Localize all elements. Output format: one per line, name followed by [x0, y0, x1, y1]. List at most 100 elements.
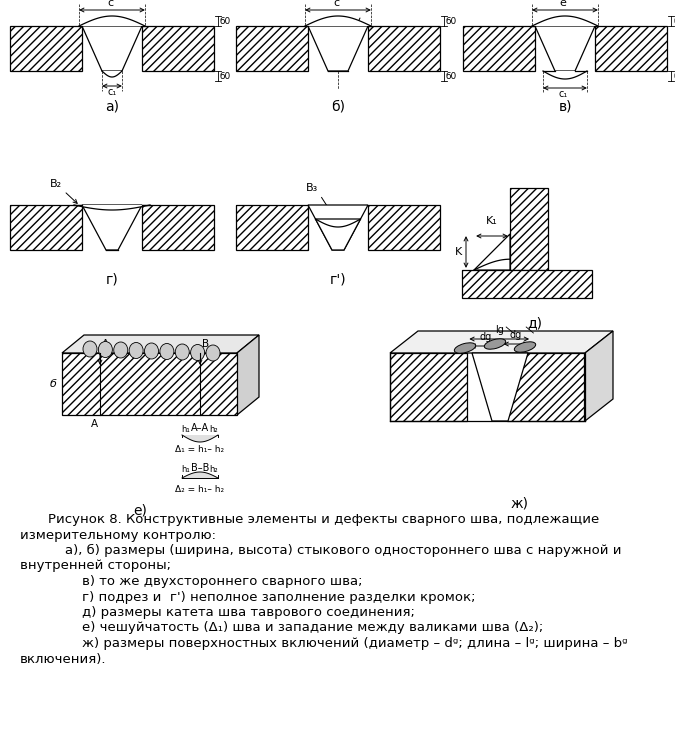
Polygon shape — [472, 353, 528, 421]
Bar — [463, 26, 535, 71]
Text: б0: б0 — [446, 17, 457, 26]
Bar — [236, 26, 308, 71]
Ellipse shape — [206, 345, 220, 361]
Bar — [462, 270, 592, 298]
Text: K₁: K₁ — [486, 216, 498, 226]
Bar — [142, 205, 214, 250]
Bar — [62, 353, 237, 415]
Bar — [142, 26, 214, 71]
Text: K: K — [455, 247, 462, 257]
Text: б0: б0 — [673, 17, 675, 26]
Polygon shape — [82, 205, 142, 250]
Bar — [236, 26, 308, 71]
Ellipse shape — [176, 344, 189, 360]
Bar — [463, 26, 535, 71]
Text: в) то же двухстороннего сварного шва;: в) то же двухстороннего сварного шва; — [48, 575, 362, 588]
Bar — [595, 26, 667, 71]
Polygon shape — [474, 234, 510, 270]
Polygon shape — [62, 335, 259, 353]
Text: б: б — [50, 379, 57, 389]
Text: h₂: h₂ — [210, 465, 218, 474]
Text: б0: б0 — [220, 72, 232, 81]
Ellipse shape — [160, 343, 174, 359]
Text: а), б) размеры (ширина, высота) стыкового одностороннего шва с наружной и: а), б) размеры (ширина, высота) стыковог… — [48, 544, 622, 557]
Polygon shape — [82, 26, 142, 71]
Text: ж) размеры поверхностных включений (диаметр – dᵍ; длина – lᵍ; ширина – bᵍ: ж) размеры поверхностных включений (диам… — [48, 637, 628, 650]
Text: г'): г') — [329, 272, 346, 286]
Bar — [10, 26, 82, 71]
Bar — [507, 353, 584, 421]
Text: б0: б0 — [220, 17, 232, 26]
Text: dg: dg — [479, 332, 491, 342]
Polygon shape — [390, 331, 613, 353]
Bar — [142, 26, 214, 71]
Text: ж): ж) — [511, 496, 529, 510]
Text: д) размеры катета шва таврового соединения;: д) размеры катета шва таврового соединен… — [48, 606, 415, 619]
Polygon shape — [237, 335, 259, 415]
Text: c: c — [333, 0, 339, 8]
Polygon shape — [308, 26, 368, 71]
Bar — [236, 205, 308, 250]
Ellipse shape — [83, 341, 97, 357]
Text: б): б) — [331, 99, 345, 113]
Text: lg: lg — [495, 325, 504, 335]
Ellipse shape — [454, 343, 476, 353]
Text: е): е) — [133, 503, 147, 517]
Text: а): а) — [105, 99, 119, 113]
Polygon shape — [535, 26, 595, 71]
Bar — [368, 205, 440, 250]
Text: внутренней стороны;: внутренней стороны; — [20, 559, 171, 572]
Text: б0: б0 — [673, 72, 675, 81]
Text: измерительному контролю:: измерительному контролю: — [20, 529, 216, 541]
Text: е) чешуйчатость (Δ₁) шва и западание между валиками шва (Δ₂);: е) чешуйчатость (Δ₁) шва и западание меж… — [48, 621, 543, 635]
Bar — [595, 26, 667, 71]
Ellipse shape — [190, 345, 205, 361]
Ellipse shape — [484, 339, 506, 349]
Ellipse shape — [99, 342, 112, 358]
Text: h₂: h₂ — [210, 425, 218, 434]
Text: включения).: включения). — [20, 653, 107, 666]
Bar — [368, 26, 440, 71]
Bar — [142, 205, 214, 250]
Text: А: А — [102, 339, 109, 349]
Text: dg: dg — [509, 330, 522, 340]
Text: h₁: h₁ — [182, 425, 190, 434]
Bar — [507, 353, 584, 421]
Text: А: А — [91, 419, 98, 429]
Text: В: В — [202, 339, 209, 349]
Polygon shape — [308, 205, 368, 250]
Text: г): г) — [105, 272, 118, 286]
Text: в): в) — [558, 99, 572, 113]
Text: д): д) — [527, 316, 543, 330]
Text: Δ₂ = h₁– h₂: Δ₂ = h₁– h₂ — [176, 485, 225, 494]
Text: Рисунок 8. Конструктивные элементы и дефекты сварного шва, подлежащие: Рисунок 8. Конструктивные элементы и деф… — [48, 513, 599, 526]
Text: В₃: В₃ — [306, 183, 318, 193]
Bar — [390, 353, 467, 421]
Bar — [10, 205, 82, 250]
Text: г) подрез и  г') неполное заполнение разделки кромок;: г) подрез и г') неполное заполнение разд… — [48, 590, 475, 603]
Polygon shape — [585, 331, 613, 421]
Bar — [390, 353, 467, 421]
Text: Δ₁ = h₁– h₂: Δ₁ = h₁– h₂ — [176, 445, 225, 454]
Text: А–А: А–А — [191, 423, 209, 433]
Text: c₁: c₁ — [107, 87, 117, 97]
Bar — [368, 26, 440, 71]
Ellipse shape — [144, 343, 159, 359]
Text: В–В: В–В — [191, 463, 209, 473]
Ellipse shape — [514, 342, 536, 352]
Text: c₁: c₁ — [558, 89, 568, 99]
Ellipse shape — [114, 342, 128, 358]
Bar — [510, 188, 548, 270]
Text: б0: б0 — [446, 72, 457, 81]
Text: c: c — [107, 0, 113, 8]
Bar — [62, 353, 237, 415]
Text: В₂: В₂ — [50, 179, 62, 189]
Polygon shape — [315, 219, 360, 250]
Bar — [10, 26, 82, 71]
Bar — [236, 205, 308, 250]
Text: h₁: h₁ — [182, 465, 190, 474]
Bar — [462, 270, 592, 298]
Bar — [510, 188, 548, 270]
Text: e: e — [560, 0, 566, 8]
Bar — [368, 205, 440, 250]
